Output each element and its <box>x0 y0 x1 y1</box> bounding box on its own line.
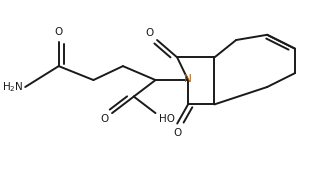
Text: H$_2$N: H$_2$N <box>2 80 24 94</box>
Text: O: O <box>146 28 154 38</box>
Text: O: O <box>173 128 181 138</box>
Text: N: N <box>184 74 192 84</box>
Text: HO: HO <box>159 114 175 124</box>
Text: O: O <box>55 27 63 37</box>
Text: O: O <box>101 114 109 124</box>
